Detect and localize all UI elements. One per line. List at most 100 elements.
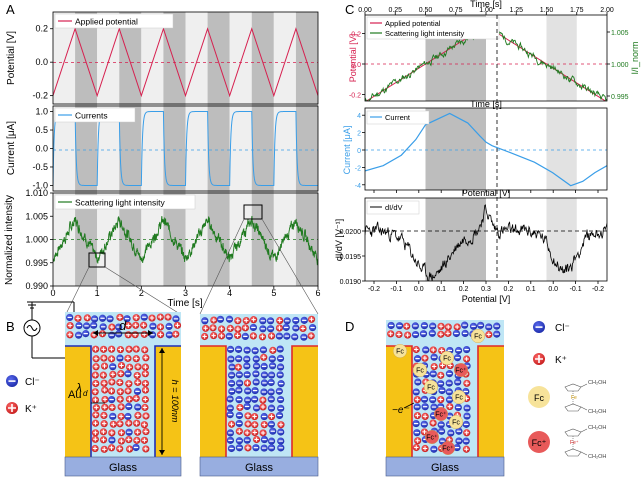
plus-sign [158,324,163,330]
plus-sign [117,397,123,402]
minus-sign [237,422,242,425]
y-axis-label: dI/dV [V⁻¹] [334,219,344,261]
minus-sign [92,318,97,320]
plus-sign [252,422,257,427]
plus-sign [135,413,141,418]
minus-sign [447,382,452,384]
minus-sign [422,324,427,327]
gold-wall-right [155,346,181,457]
plus-sign [117,315,123,320]
y-tick-label: -0.2 [32,91,48,101]
plus-sign [143,413,149,419]
minus-sign [415,381,421,383]
glass-label: Glass [431,462,460,474]
y-tick-label: 1.000 [25,235,48,245]
plus-sign [134,396,139,401]
electrode-surface [200,345,318,457]
minus-sign [91,324,96,326]
plus-sign [243,325,248,330]
plus-sign [135,364,141,369]
plus-sign [142,438,147,443]
minus-sign [133,446,139,449]
y-tick-label: 2 [357,131,361,138]
plus-sign [244,318,249,323]
minus-sign [454,446,460,449]
plus-sign [175,323,180,328]
plus-sign [235,333,240,338]
plus-sign [422,414,428,419]
plus-sign [262,422,267,427]
minus-sign [293,327,298,329]
minus-sign [117,357,123,359]
shading-band [185,12,208,286]
plus-sign [211,317,216,323]
fcp-molecule [425,430,440,445]
x-tick-label: -0.2 [368,286,380,293]
minus-sign [109,334,114,336]
minus-sign [388,324,394,327]
y-axis-right-label: I/I_norm [630,41,640,74]
fcp-molecule [441,441,456,456]
minus-sign [456,440,462,442]
shading-band [251,12,274,286]
panel-label-d: D [345,319,354,334]
y-tick-label: 0.990 [25,281,48,291]
minus-sign [413,325,418,327]
plus-sign [127,446,132,452]
minus-sign [262,382,267,384]
minus-sign [447,415,452,417]
plus-sign [245,430,250,435]
plus-sign [142,405,148,410]
plus-sign [143,381,148,386]
plus-sign [260,430,266,436]
minus-sign [100,317,105,319]
plus-sign [134,438,139,443]
plus-sign [102,363,107,369]
k-label: K⁺ [25,404,37,415]
plus-sign [422,429,427,435]
plus-sign [260,334,265,339]
plus-sign [111,422,116,427]
legend: Currents [54,107,136,123]
plus-sign [93,437,98,442]
minus-sign [278,366,283,368]
x-tick-label: 5 [271,288,276,298]
minus-sign [423,373,429,375]
plus-sign [93,412,98,417]
k-label: K⁺ [555,355,567,366]
plus-sign [93,372,98,378]
potential-series [53,27,318,98]
panel-c-bottom-plot: 0.0200 0.0195 0.0190 -0.2 -0.1 0.0 0.1 0.2 0.3 0.… [334,197,608,304]
plus-sign [203,326,208,331]
plus-sign [270,348,275,353]
plus-sign [93,397,98,403]
panel-a-scatter-plot: 1.010 1.005 1.000 0.995 0.990 0 1 2 3 4 5 6 Normal… [4,188,321,315]
plus-sign [210,325,216,331]
ch2oh-label: CH₂OH [588,409,606,415]
minus-sign [227,318,232,320]
minus-sign [135,390,140,392]
top-x-tick-label: 1.25 [509,7,523,14]
minus-sign [430,399,435,401]
minus-sign [413,333,418,336]
minus-sign [456,430,462,432]
plus-sign [134,346,139,352]
y-tick-label: 1.005 [25,211,48,221]
minus-sign [252,389,258,392]
minus-sign [415,358,420,360]
plus-sign [126,381,132,386]
minus-sign [269,423,274,425]
minus-sign [236,348,241,350]
ch2oh-label: CH₂OH [588,380,606,386]
plus-sign [117,380,122,385]
minus-sign [236,399,242,401]
legend: Current [366,110,430,125]
plus-sign [109,388,114,394]
minus-sign [269,407,274,409]
plus-sign [94,405,99,410]
minus-sign [447,391,452,393]
minus-sign [244,365,250,367]
plus-sign [109,430,114,436]
panel-c-top-plot: 0.00 0.25 0.50 0.75 1.00 1.25 1.50 1.75 2.00 0.2 0… [348,0,640,102]
plus-sign [309,317,314,322]
